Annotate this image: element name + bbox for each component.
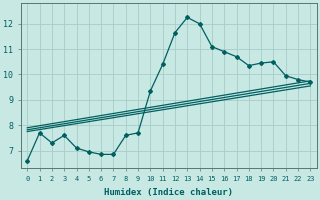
X-axis label: Humidex (Indice chaleur): Humidex (Indice chaleur) xyxy=(104,188,233,197)
